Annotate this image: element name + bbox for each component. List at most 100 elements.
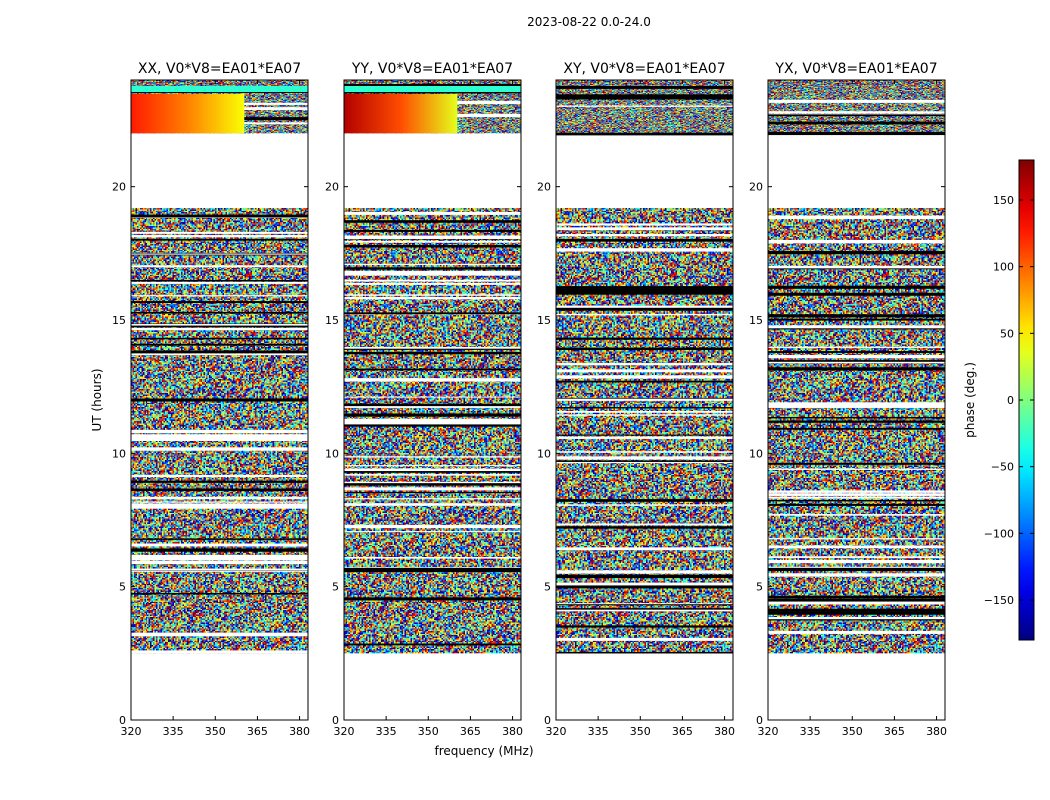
flag-stripe [131,295,308,297]
flag-stripe [131,436,308,440]
panel-xy: XY, V0*V8=EA01*EA07 320 335 350 365 380 0 5 10 15… [537,61,735,738]
flag-stripe [556,347,733,351]
flag-stripe [344,456,521,458]
flag-stripe [556,582,733,586]
flag-stripe [344,84,521,88]
phase-data-block [556,208,733,654]
flag-stripe [344,404,521,408]
flag-stripe [344,351,521,355]
flag-stripe [344,418,521,422]
y-tick-label: 20 [537,181,551,194]
flag-stripe [768,538,945,540]
flag-stripe [344,267,521,270]
flag-stripe [556,411,733,413]
y-tick-label: 5 [332,581,339,594]
flag-stripe [768,250,945,255]
colorbar-tick-label: −100 [984,527,1014,540]
flag-stripe [556,451,733,453]
colorbar-tick-label: 50 [1000,327,1014,340]
flag-stripe [131,538,308,540]
flag-stripe [768,265,945,269]
x-tick-label: 380 [926,725,947,738]
panel-title: YY, V0*V8=EA01*EA07 [351,61,513,77]
flag-stripe [344,482,521,486]
flag-stripe [131,311,308,314]
colorbar-tick-label: −50 [991,461,1014,474]
panel-title: XY, V0*V8=EA01*EA07 [563,61,725,77]
y-tick-label: 15 [112,314,126,327]
flag-stripe [131,557,308,561]
flag-stripe [344,531,521,533]
flag-stripe [768,545,945,549]
flag-stripe [344,282,521,285]
flag-stripe [131,353,308,356]
flag-stripe [556,637,733,641]
panels: XX, V0*V8=EA01*EA07 320 335 350 365 380 0 5 10 15… [112,61,947,738]
flag-stripe [768,616,945,620]
flag-stripe [768,503,945,506]
flag-stripe [344,235,521,239]
flag-stripe [768,404,945,408]
flag-stripe [768,314,945,318]
flag-stripe [344,346,521,349]
colorbar-tick-label: 100 [993,261,1014,274]
flag-stripe [344,421,521,425]
flag-stripe [344,487,521,491]
flag-stripe [556,132,733,136]
flag-stripe [768,493,945,496]
panel-frame [343,79,522,721]
flag-stripe [556,570,733,574]
flag-stripe [556,375,733,379]
y-tick-label: 20 [749,181,763,194]
x-tick-label: 320 [121,725,142,738]
panel-xx: XX, V0*V8=EA01*EA07 320 335 350 365 380 0 5 10 15… [112,61,310,738]
flag-stripe [768,427,945,430]
coherent-phase-stripe [131,86,308,92]
flag-stripe [344,244,521,248]
flag-stripe [768,630,945,634]
flag-stripe [131,253,308,255]
y-tick-label: 0 [544,714,551,727]
flag-stripe [131,350,308,354]
flag-stripe [344,481,521,484]
flag-stripe [768,216,945,220]
flag-stripe [344,413,521,417]
flag-stripe [131,496,308,500]
flag-stripe [131,633,308,637]
flag-stripe [556,105,733,107]
flag-stripe [768,420,945,423]
y-tick-label: 20 [112,181,126,194]
flag-stripe [344,273,521,276]
flag-stripe [131,327,308,331]
panel-frame [767,79,946,721]
panel-yy: YY, V0*V8=EA01*EA07 320 335 350 365 380 0 5 10 15… [325,61,523,738]
x-tick-label: 350 [842,725,863,738]
flag-stripe [768,556,945,558]
flag-stripe [768,292,945,296]
flag-stripe [768,111,945,113]
flag-stripe [344,312,521,315]
flag-stripe [768,215,945,217]
x-tick-label: 380 [289,725,310,738]
flag-stripe [556,398,733,401]
flag-stripe [768,601,945,605]
flag-stripe [556,286,733,289]
y-tick-label: 15 [325,314,339,327]
y-tick-label: 0 [332,714,339,727]
x-tick-label: 365 [460,725,481,738]
flag-stripe [556,499,733,502]
flag-stripe [131,560,308,564]
x-tick-label: 380 [714,725,735,738]
flag-stripe [556,523,733,526]
flag-stripe [768,595,945,599]
coherent-phase-block [131,94,245,134]
flag-stripe [344,396,521,398]
flag-stripe [556,369,733,373]
flag-stripe [768,114,945,117]
panel-frame [555,79,734,721]
y-tick-label: 10 [537,447,551,460]
flag-stripe [131,592,308,595]
x-tick-label: 335 [163,725,184,738]
flag-stripe [556,238,733,242]
y-tick-label: 15 [749,314,763,327]
